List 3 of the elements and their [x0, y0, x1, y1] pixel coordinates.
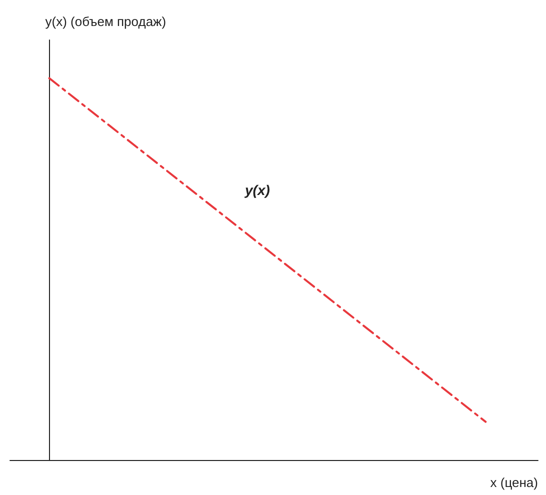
x-axis-title: x (цена)	[490, 475, 538, 490]
y-axis-title: y(x) (объем продаж)	[45, 14, 166, 29]
annotation: y(x)	[244, 182, 270, 198]
